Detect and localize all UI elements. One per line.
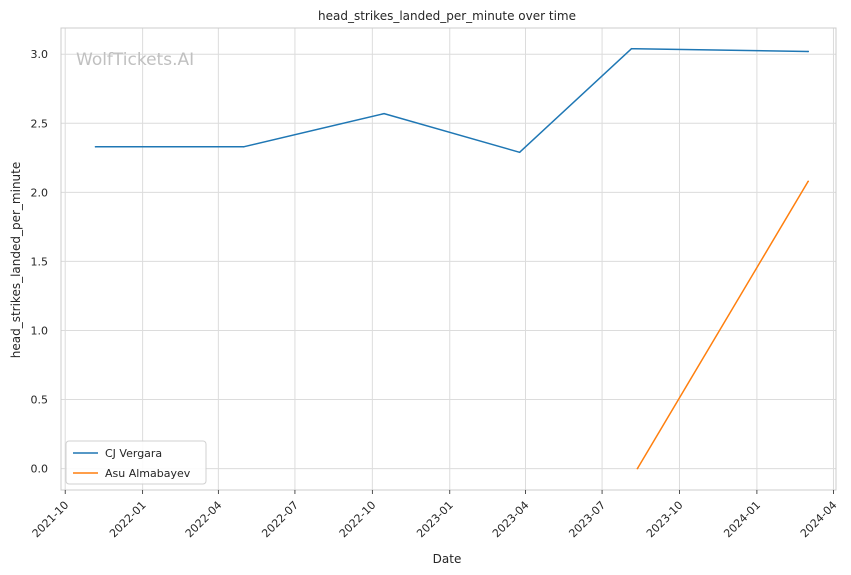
y-tick-label: 2.5 <box>31 117 49 130</box>
plot-frame <box>60 27 837 491</box>
y-tick-label: 2.0 <box>31 186 49 199</box>
legend-label-asu-almabayev: Asu Almabayev <box>105 467 191 480</box>
data-point-asu-almabayev <box>807 180 810 183</box>
legend: CJ Vergara Asu Almabayev <box>65 440 207 485</box>
legend-frame <box>65 440 207 485</box>
legend-label-cj-vergara: CJ Vergara <box>105 447 162 460</box>
y-axis: 0.0 0.5 1.0 1.5 2.0 2.5 3.0 <box>31 48 49 475</box>
y-tick-label: 3.0 <box>31 48 49 61</box>
series-line-cj-vergara <box>95 47 809 154</box>
y-axis-title: head_strikes_landed_per_minute <box>9 162 23 359</box>
data-point-cj-vergara <box>630 47 633 50</box>
data-point-asu-almabayev <box>636 467 639 470</box>
data-point-cj-vergara <box>807 50 810 53</box>
data-point-cj-vergara <box>518 151 521 154</box>
y-tick-label: 0.0 <box>31 463 49 476</box>
y-tick-label: 0.5 <box>31 394 49 407</box>
x-axis-title: Date <box>433 552 462 566</box>
data-point-cj-vergara <box>383 112 385 115</box>
series-line-asu-almabayev <box>636 180 809 469</box>
data-point-cj-vergara <box>94 145 97 148</box>
series-lines <box>94 47 810 470</box>
watermark: WolfTickets.AI <box>76 50 194 70</box>
data-point-cj-vergara <box>242 145 245 148</box>
y-tick-label: 1.0 <box>31 324 49 337</box>
y-tick-label: 1.5 <box>31 255 49 268</box>
chart-title: head_strikes_landed_per_minute over time <box>318 9 576 23</box>
